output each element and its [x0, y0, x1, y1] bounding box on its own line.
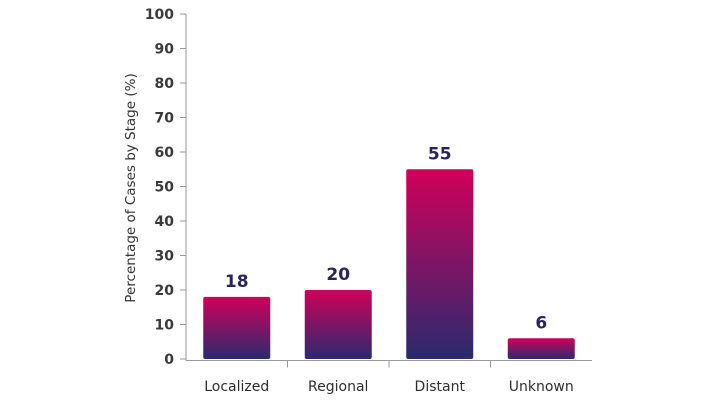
- y-tick-label: 60: [155, 145, 175, 161]
- x-tick-label-unknown: Unknown: [509, 379, 574, 395]
- y-tick-label: 0: [164, 352, 174, 368]
- y-tick-label: 100: [145, 7, 174, 23]
- x-tick-label-distant: Distant: [415, 379, 466, 395]
- data-label-unknown: 6: [535, 313, 547, 333]
- y-axis: 0 10 20 30 40 50 60 70 80 90 100: [145, 7, 187, 368]
- y-tick-label: 40: [155, 214, 175, 230]
- y-tick-label: 10: [155, 318, 175, 334]
- x-tick-label-regional: Regional: [308, 379, 368, 395]
- x-axis: Localized Regional Distant Unknown: [186, 360, 592, 395]
- data-label-distant: 55: [428, 144, 452, 164]
- bar-distant: [406, 169, 474, 359]
- y-tick-label: 50: [155, 180, 175, 196]
- bar-regional: [304, 290, 372, 359]
- y-tick-label: 20: [155, 283, 175, 299]
- y-tick-label: 70: [155, 111, 175, 127]
- y-tick-label: 30: [155, 249, 175, 265]
- data-labels-group: 18 20 55 6: [225, 144, 547, 333]
- x-tick-label-localized: Localized: [204, 379, 269, 395]
- data-label-regional: 20: [326, 265, 350, 285]
- data-label-localized: 18: [225, 272, 249, 292]
- bar-unknown: [507, 338, 575, 359]
- y-tick-label: 80: [155, 76, 175, 92]
- y-tick-label: 90: [155, 42, 175, 58]
- bars-group: [203, 169, 575, 359]
- y-axis-title: Percentage of Cases by Stage (%): [123, 73, 139, 302]
- bar-localized: [203, 296, 271, 359]
